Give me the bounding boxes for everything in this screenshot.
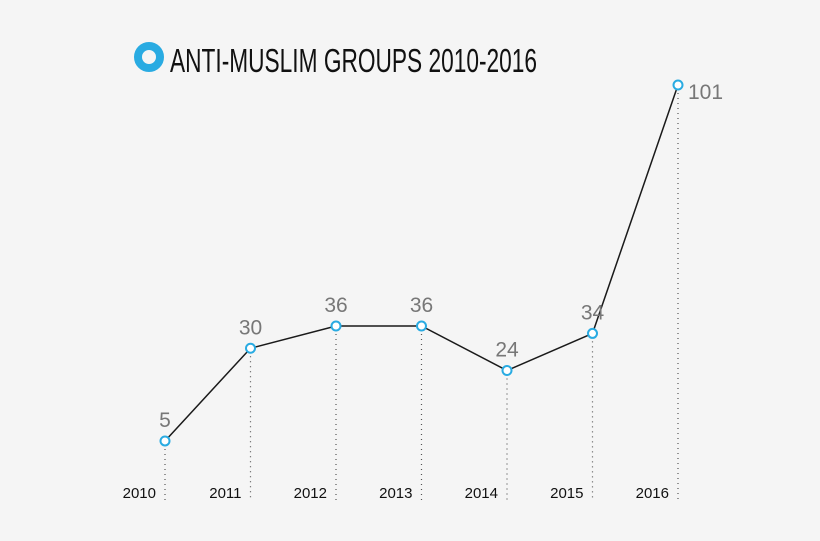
data-label: 34 bbox=[581, 301, 605, 324]
data-label: 36 bbox=[410, 294, 433, 317]
data-label: 101 bbox=[688, 81, 723, 104]
data-label: 36 bbox=[324, 294, 347, 317]
data-label: 30 bbox=[239, 316, 262, 339]
chart-title: ANTI-MUSLIM GROUPS 2010-2016 bbox=[170, 42, 537, 79]
data-point-2015 bbox=[587, 327, 598, 339]
data-point-2013 bbox=[416, 320, 427, 332]
x-tick-label: 2015 bbox=[550, 485, 583, 502]
x-tick-label: 2013 bbox=[379, 485, 412, 502]
x-tick-label: 2014 bbox=[465, 485, 498, 502]
title-marker-icon bbox=[134, 42, 164, 72]
x-tick-label: 2011 bbox=[209, 485, 241, 502]
data-point-2014 bbox=[501, 365, 513, 377]
data-point-2010 bbox=[159, 435, 171, 447]
data-point-2016 bbox=[672, 79, 684, 91]
x-tick-label: 2010 bbox=[123, 485, 156, 502]
data-point-2012 bbox=[330, 320, 342, 332]
data-label: 24 bbox=[495, 339, 519, 362]
data-label: 5 bbox=[159, 409, 171, 432]
title-group: ANTI-MUSLIM GROUPS 2010-2016 bbox=[134, 42, 537, 79]
data-point-2011 bbox=[245, 342, 256, 354]
series-line bbox=[164, 84, 679, 442]
x-tick-label: 2012 bbox=[294, 485, 327, 502]
x-tick-label: 2016 bbox=[636, 485, 669, 502]
